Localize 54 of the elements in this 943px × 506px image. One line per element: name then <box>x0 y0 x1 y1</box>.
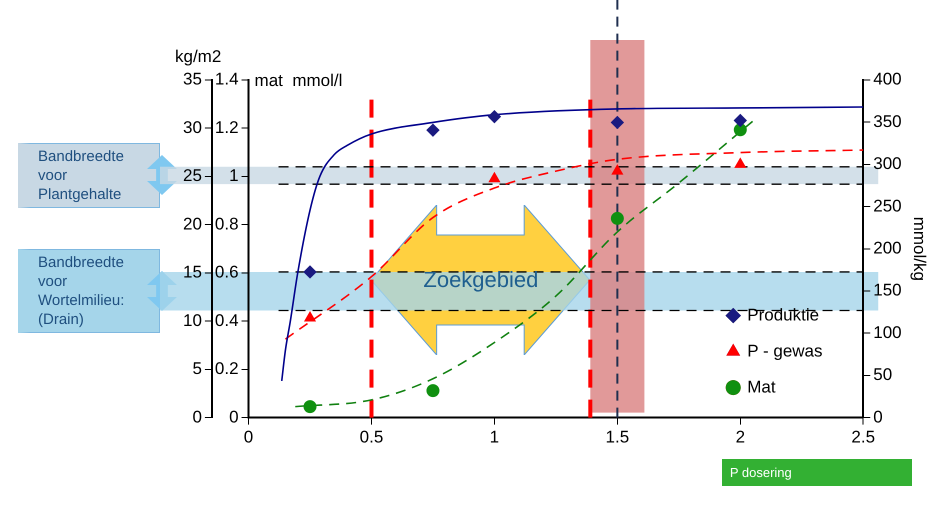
band-label: Bandbreedte voor Plantgehalte <box>18 142 160 208</box>
y3-axis-title: mat mmol/l <box>254 71 342 90</box>
y-axis-title: kg/m2 <box>175 47 222 66</box>
x-tick-label: 2 <box>736 427 746 446</box>
x-tick-label: 1.5 <box>606 427 630 446</box>
point <box>304 265 317 278</box>
annotation: Zoekgebied <box>423 267 538 293</box>
point <box>304 312 316 322</box>
point <box>610 212 624 225</box>
y2-tick-label: 200 <box>873 238 902 258</box>
y-tick-label: 15 <box>182 262 202 282</box>
y3-tick-label: 0.6 <box>214 262 239 282</box>
y2-tick-label: 150 <box>873 280 902 300</box>
point <box>610 116 624 129</box>
legend-label: Mat <box>747 377 776 396</box>
y2-tick-label: 350 <box>873 112 902 131</box>
x-tick-label: 1 <box>490 427 500 446</box>
x-tick-label: 2.5 <box>851 427 876 446</box>
point <box>488 172 500 182</box>
point <box>304 400 317 414</box>
line-series <box>280 106 864 382</box>
y3-tick-label: 1 <box>229 166 239 186</box>
y3-tick-label: 1.2 <box>214 118 239 137</box>
point <box>612 164 624 175</box>
y-tick-label: 30 <box>182 118 202 137</box>
point <box>734 114 747 128</box>
x-tick-label: 0.5 <box>360 427 384 446</box>
y-tick-label: 35 <box>182 70 202 89</box>
y-tick-label: 10 <box>182 310 202 330</box>
y-tick-label: 5 <box>192 359 202 378</box>
y2-tick-label: 300 <box>873 154 902 174</box>
band-label: Bandbreedte voor Wortelmilieu: (Drain) <box>18 249 160 334</box>
x-axis-title: P dosering <box>722 459 912 486</box>
legend-label: Produktie <box>747 305 820 324</box>
y2-tick-label: 250 <box>873 196 902 216</box>
y-tick-label: 0 <box>192 407 202 426</box>
x-tick-label: 0 <box>244 427 254 446</box>
y2-tick-label: 100 <box>873 322 902 342</box>
point <box>426 384 440 398</box>
y3-tick-label: 1.4 <box>214 70 239 89</box>
y-tick-label: 25 <box>182 166 202 186</box>
y3-tick-label: 0.8 <box>214 214 239 234</box>
y3-tick-label: 0.4 <box>214 310 239 330</box>
point <box>488 110 501 124</box>
y3-tick-label: 0 <box>229 407 239 426</box>
y2-tick-label: 400 <box>873 70 902 89</box>
y2-tick-label: 0 <box>873 407 883 426</box>
point <box>734 158 746 168</box>
point <box>426 124 440 137</box>
y2-tick-label: 50 <box>873 365 892 384</box>
y2-axis-title: mmol/kg <box>910 216 930 281</box>
y-tick-label: 20 <box>182 214 202 234</box>
legend-label: P - gewas <box>747 341 823 360</box>
y3-tick-label: 0.2 <box>214 359 239 378</box>
